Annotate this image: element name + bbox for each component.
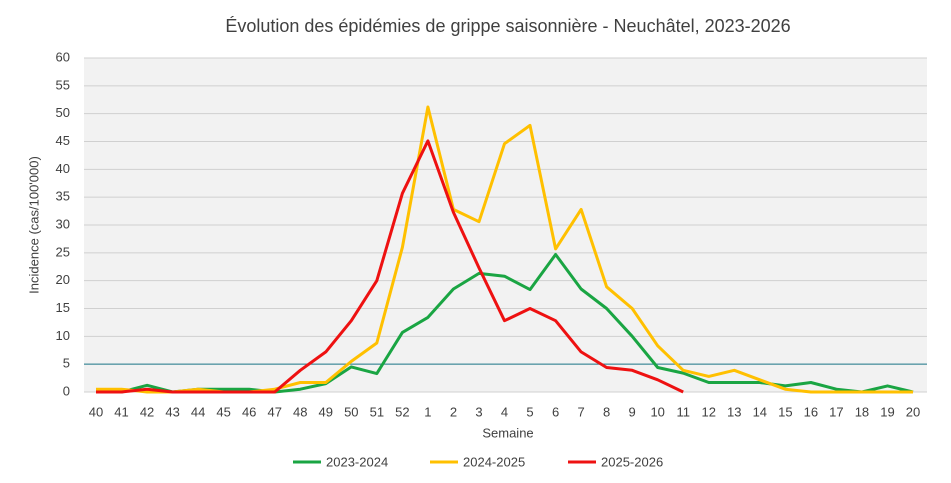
x-tick-label: 13	[727, 404, 741, 419]
x-tick-label: 4	[501, 404, 508, 419]
x-tick-label: 48	[293, 404, 307, 419]
x-tick-label: 49	[319, 404, 333, 419]
y-tick-label: 50	[56, 105, 70, 120]
x-tick-label: 11	[676, 404, 690, 419]
x-tick-label: 10	[650, 404, 664, 419]
y-axis-label: Incidence (cas/100'000)	[26, 156, 41, 294]
y-tick-label: 45	[56, 133, 70, 148]
y-tick-label: 35	[56, 189, 70, 204]
x-tick-label: 3	[475, 404, 482, 419]
x-tick-label: 15	[778, 404, 792, 419]
x-tick-label: 16	[804, 404, 818, 419]
y-tick-label: 40	[56, 161, 70, 176]
x-tick-label: 5	[526, 404, 533, 419]
x-tick-label: 9	[629, 404, 636, 419]
y-tick-label: 5	[63, 356, 70, 371]
x-tick-label: 52	[395, 404, 409, 419]
x-tick-label: 44	[191, 404, 205, 419]
y-tick-label: 30	[56, 216, 70, 231]
x-tick-label: 47	[267, 404, 281, 419]
legend-label: 2024-2025	[463, 454, 525, 469]
x-tick-label: 20	[906, 404, 920, 419]
x-tick-label: 19	[880, 404, 894, 419]
x-tick-label: 1	[424, 404, 431, 419]
x-tick-label: 12	[702, 404, 716, 419]
y-tick-label: 25	[56, 244, 70, 259]
chart-title: Évolution des épidémies de grippe saison…	[225, 16, 790, 36]
x-tick-label: 45	[216, 404, 230, 419]
x-tick-label: 2	[450, 404, 457, 419]
x-tick-label: 7	[577, 404, 584, 419]
y-tick-label: 20	[56, 272, 70, 287]
x-tick-label: 18	[855, 404, 869, 419]
x-axis-label: Semaine	[482, 425, 533, 440]
series-line	[96, 139, 684, 394]
x-tick-label: 8	[603, 404, 610, 419]
x-tick-label: 40	[89, 404, 103, 419]
x-tick-label: 17	[829, 404, 843, 419]
x-tick-label: 50	[344, 404, 358, 419]
x-tick-label: 46	[242, 404, 256, 419]
x-tick-label: 42	[140, 404, 154, 419]
y-tick-label: 10	[56, 328, 70, 343]
x-tick-label: 51	[370, 404, 384, 419]
x-tick-label: 6	[552, 404, 559, 419]
y-tick-label: 0	[63, 383, 70, 398]
x-tick-label: 41	[114, 404, 128, 419]
y-tick-label: 60	[56, 49, 70, 64]
y-tick-label: 55	[56, 77, 70, 92]
legend-label: 2025-2026	[601, 454, 663, 469]
x-tick-label: 43	[165, 404, 179, 419]
x-tick-label: 14	[753, 404, 767, 419]
y-tick-label: 15	[56, 300, 70, 315]
legend-label: 2023-2024	[326, 454, 388, 469]
